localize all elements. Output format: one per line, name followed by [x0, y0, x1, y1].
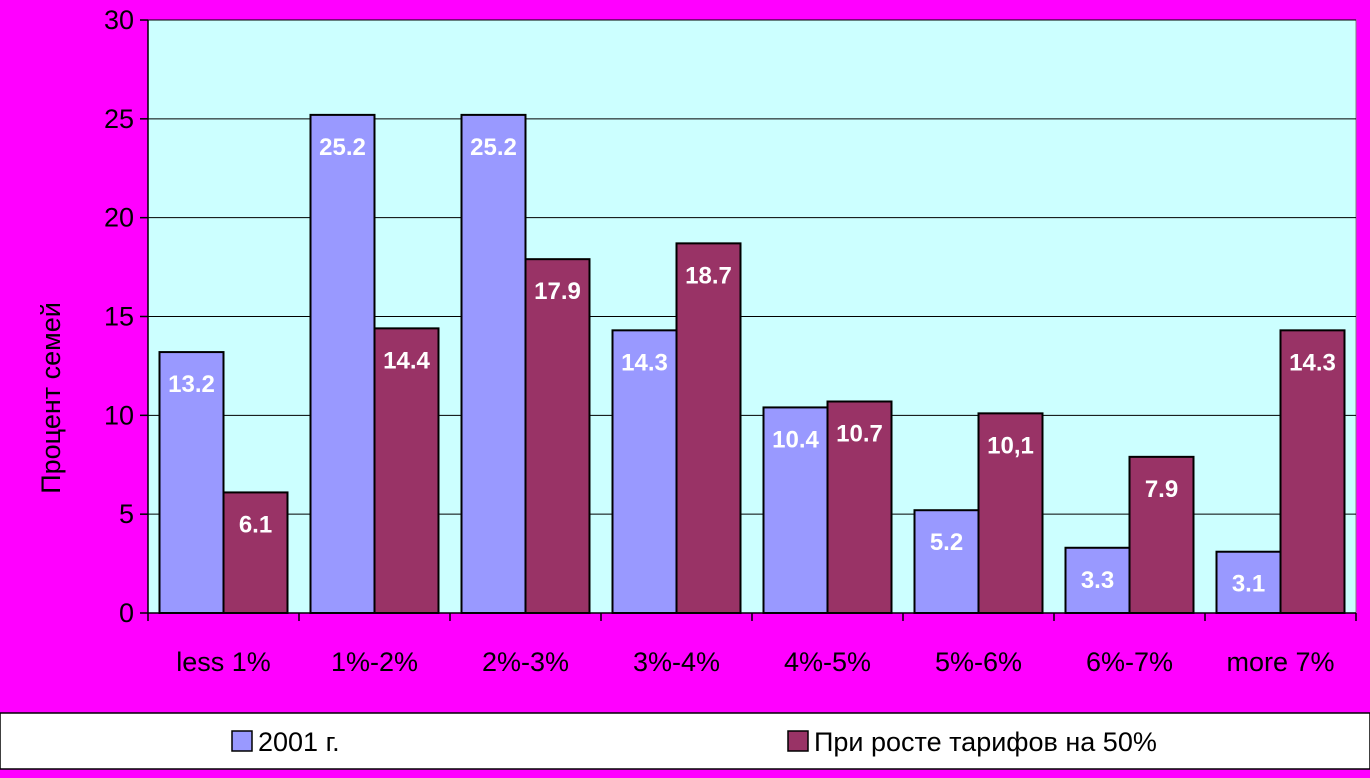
data-label: 18.7	[685, 262, 732, 289]
data-label: 25.2	[319, 134, 366, 161]
axes: 0 5 10 15 20 25 30 less 1% 1%-2% 2%-3% 3%-4% 4%-5% 5…	[104, 5, 1357, 677]
x-tick-label: 2%-3%	[482, 647, 569, 677]
data-label: 6.1	[239, 511, 272, 538]
x-tick-label: 5%-6%	[935, 647, 1022, 677]
legend-label: При росте тарифов на 50%	[814, 727, 1157, 757]
data-label: 3.1	[1232, 571, 1265, 598]
y-tick-label: 5	[119, 499, 134, 529]
data-label: 14.3	[621, 349, 668, 376]
data-label: 10,1	[987, 432, 1034, 459]
legend: 2001 г. При росте тарифов на 50%	[0, 712, 1370, 770]
bar	[524, 258, 591, 614]
bar	[913, 509, 980, 615]
x-tick-label: 1%-2%	[331, 647, 418, 677]
legend-label: 2001 г.	[258, 727, 340, 757]
data-label: 14.3	[1289, 349, 1336, 376]
y-tick-label: 0	[119, 598, 134, 628]
y-tick-label: 10	[104, 400, 134, 430]
bar	[1215, 550, 1282, 614]
x-tick-label: less 1%	[176, 647, 271, 677]
data-label: 17.9	[534, 278, 581, 305]
data-label: 10.7	[836, 420, 883, 447]
y-tick-label: 25	[104, 104, 134, 134]
y-tick-label: 15	[104, 302, 134, 332]
bar	[1064, 546, 1131, 615]
bar	[977, 412, 1044, 614]
y-axis-title: Процент семей	[36, 302, 66, 494]
data-label: 25.2	[470, 134, 517, 161]
x-tick-label: 4%-5%	[784, 647, 871, 677]
bar	[826, 400, 893, 614]
y-tick-label: 20	[104, 203, 134, 233]
data-label: 3.3	[1081, 567, 1114, 594]
bar	[611, 329, 678, 614]
bars: 13.2 6.1 25.2 14.4 25.2 17.9 14.3 18.7 10.4 10.7 5…	[158, 113, 1346, 615]
data-label: 10.4	[772, 426, 819, 453]
x-tick-label: 3%-4%	[633, 647, 720, 677]
bar	[1279, 329, 1346, 614]
bar	[460, 113, 527, 614]
bar	[1128, 455, 1195, 614]
y-tick-label: 30	[104, 5, 134, 35]
bar	[309, 113, 376, 614]
data-label: 7.9	[1145, 476, 1178, 503]
data-label: 5.2	[930, 529, 963, 556]
data-label: 13.2	[168, 371, 215, 398]
legend-swatch	[787, 730, 809, 752]
legend-box	[0, 712, 1370, 770]
bar	[675, 242, 742, 614]
legend-swatch	[231, 730, 253, 752]
data-label: 14.4	[383, 347, 430, 374]
x-tick-label: more 7%	[1226, 647, 1334, 677]
bar	[158, 351, 225, 614]
x-tick-label: 6%-7%	[1086, 647, 1173, 677]
